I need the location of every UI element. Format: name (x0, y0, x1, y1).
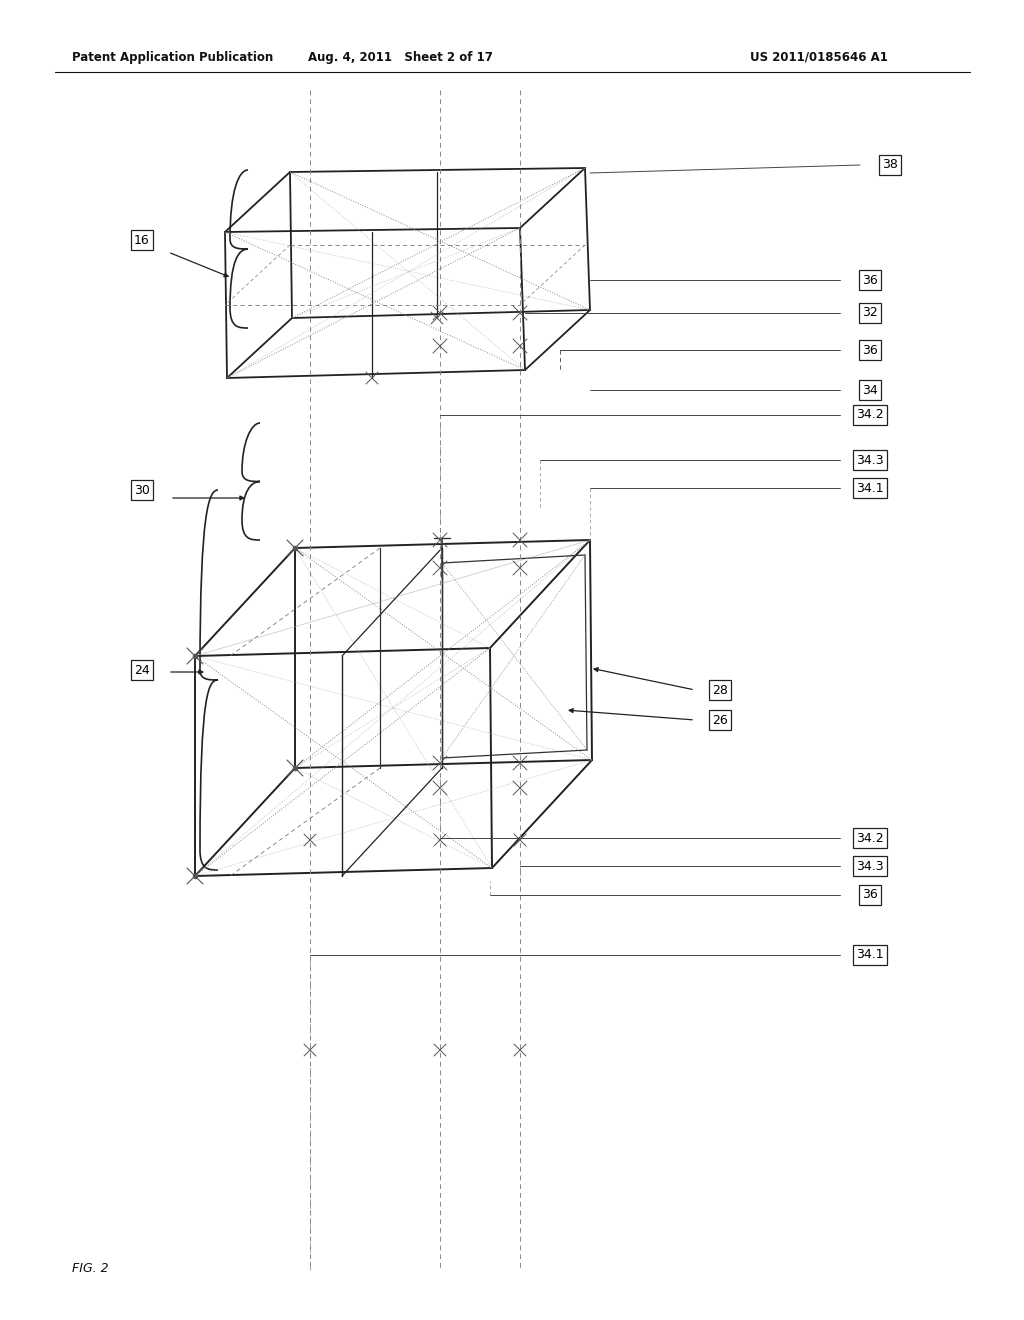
Text: 36: 36 (862, 273, 878, 286)
Text: 24: 24 (134, 664, 150, 676)
Text: 26: 26 (712, 714, 728, 726)
Text: Aug. 4, 2011   Sheet 2 of 17: Aug. 4, 2011 Sheet 2 of 17 (307, 50, 493, 63)
Text: FIG. 2: FIG. 2 (72, 1262, 109, 1275)
Text: 30: 30 (134, 483, 150, 496)
Text: 34.2: 34.2 (856, 408, 884, 421)
Text: US 2011/0185646 A1: US 2011/0185646 A1 (750, 50, 888, 63)
Text: 34.3: 34.3 (856, 454, 884, 466)
Text: Patent Application Publication: Patent Application Publication (72, 50, 273, 63)
Text: 16: 16 (134, 234, 150, 247)
Text: 32: 32 (862, 306, 878, 319)
Text: 34.3: 34.3 (856, 859, 884, 873)
Text: 36: 36 (862, 888, 878, 902)
Text: 34.1: 34.1 (856, 949, 884, 961)
Text: 28: 28 (712, 684, 728, 697)
Text: 34.2: 34.2 (856, 832, 884, 845)
Text: 34: 34 (862, 384, 878, 396)
Text: 36: 36 (862, 343, 878, 356)
Text: 38: 38 (882, 158, 898, 172)
Text: 34.1: 34.1 (856, 482, 884, 495)
